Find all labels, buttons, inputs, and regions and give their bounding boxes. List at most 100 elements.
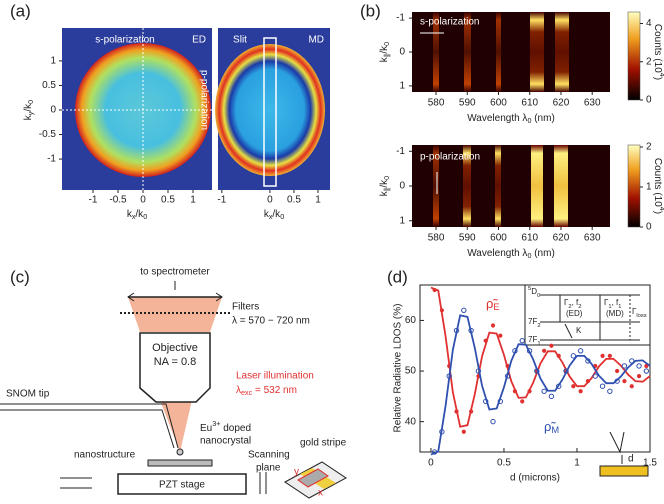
data-point: [643, 368, 650, 374]
x-tick-label: 0.5: [497, 458, 511, 469]
setup-diagram: [0, 281, 347, 499]
text-part: 1: [608, 304, 611, 310]
annotation: y: [294, 467, 299, 478]
text-part: k: [379, 190, 390, 196]
text-part: 0: [537, 293, 540, 299]
annotation: λexc = 532 nm: [236, 385, 297, 397]
text-part: 4: [658, 207, 664, 211]
y-tick-label: 50: [405, 366, 417, 377]
data-point: [431, 449, 438, 455]
x-tick-label: 600: [490, 233, 507, 244]
data-point: [563, 368, 569, 374]
text-part: doped: [220, 423, 251, 434]
data-point: [504, 373, 511, 379]
annotation: gold stripe: [300, 438, 347, 449]
data-point: [534, 368, 540, 374]
x-tick-label: 580: [428, 233, 445, 244]
spectrum-image: [412, 11, 641, 101]
level-label: 7F2: [528, 317, 541, 328]
text-part: y: [26, 111, 35, 115]
data-point: [439, 429, 445, 435]
text-part: F: [532, 335, 537, 344]
text-part: = 532 nm: [252, 385, 297, 396]
annotation: MD: [308, 35, 324, 46]
data-point: [622, 379, 627, 384]
annotation: SNOM tip: [6, 389, 50, 400]
panel-label: (d): [387, 267, 408, 286]
plot-frame: [419, 284, 651, 453]
y-tick-label: 1: [399, 81, 405, 92]
spectrum-image: [412, 144, 641, 228]
data-point: [614, 378, 620, 384]
y-tick-label: 0.5: [42, 80, 56, 91]
data-point: [629, 358, 635, 364]
text-part: 2: [578, 304, 581, 310]
data-point: [512, 389, 518, 394]
y-tick-label: 0: [50, 105, 56, 116]
annotation: nanostructure: [74, 450, 136, 461]
x-axis-label: kx/k0: [127, 209, 147, 221]
text-part: Eu: [200, 423, 212, 434]
colorbar-tick-label: 0: [646, 222, 652, 233]
annotation: Γ2, f2: [564, 298, 581, 309]
x-tick-label: 630: [584, 233, 601, 244]
text-part: Wavelength λ: [467, 113, 527, 124]
text-part: 0: [527, 251, 531, 260]
annotation: p-polarization: [198, 70, 209, 130]
data-point: [600, 353, 605, 358]
text-part: k: [127, 209, 133, 220]
colorbar-tick-label: 4: [646, 18, 652, 29]
data-point: [475, 368, 482, 374]
data-point: [453, 327, 460, 334]
x-tick-label: 0: [428, 458, 434, 469]
text-part: M: [551, 425, 559, 435]
annotation: Objective: [152, 342, 198, 354]
y-tick-label: 0: [399, 181, 405, 192]
text-part: 4: [658, 73, 664, 77]
text-part: k: [379, 56, 390, 62]
text-part: ∥: [382, 54, 391, 58]
series-label: ρ̃E: [486, 296, 500, 312]
x-tick-label: 590: [459, 98, 476, 109]
text-part: Γ: [604, 298, 609, 307]
annotation: s-polarization: [420, 17, 479, 28]
annotation: p-polarization: [420, 152, 480, 163]
data-point: [607, 388, 613, 394]
data-point: [483, 398, 489, 405]
colorbar-tick-label: 1: [646, 182, 652, 193]
data-point: [526, 348, 533, 354]
text-part: Γ: [564, 298, 569, 307]
text-part: 3+: [212, 419, 220, 428]
annotation: Laser illumination: [236, 371, 314, 382]
text-part: /k: [379, 45, 390, 54]
annotation: d: [628, 454, 634, 465]
data-point: [644, 363, 649, 369]
panel-label: (a): [10, 1, 31, 20]
data-point: [454, 409, 459, 414]
text-part: ∥: [382, 188, 391, 192]
y-axis-label: ky/k0: [23, 100, 35, 120]
colorbar-label: Counts (104): [652, 158, 664, 214]
data-point: [549, 343, 554, 348]
text-part: D: [531, 287, 537, 296]
y-tick-label: 60: [405, 315, 417, 326]
colorbar-label: Counts (104): [652, 24, 664, 80]
annotation: x: [318, 488, 323, 499]
x-tick-label: 1: [315, 195, 321, 206]
data-point: [461, 429, 466, 434]
data-point: [607, 353, 612, 358]
annotation: nanocrystal: [200, 436, 251, 447]
text-part: F: [532, 317, 537, 326]
annotation: Filters: [232, 302, 259, 313]
text-part: 0: [382, 176, 391, 180]
x-tick-label: 580: [428, 98, 445, 109]
text-part: 0: [527, 116, 531, 125]
text-part: Counts (10: [652, 158, 663, 207]
annotation: s-polarization: [95, 35, 154, 46]
x-tick-label: 600: [490, 98, 507, 109]
y-tick-label: -0.5: [39, 129, 57, 140]
data-point: [578, 389, 583, 394]
y-tick-label: 0: [399, 47, 405, 58]
y-tick-label: -1: [396, 13, 405, 24]
x-tick-label: 0: [267, 195, 273, 206]
